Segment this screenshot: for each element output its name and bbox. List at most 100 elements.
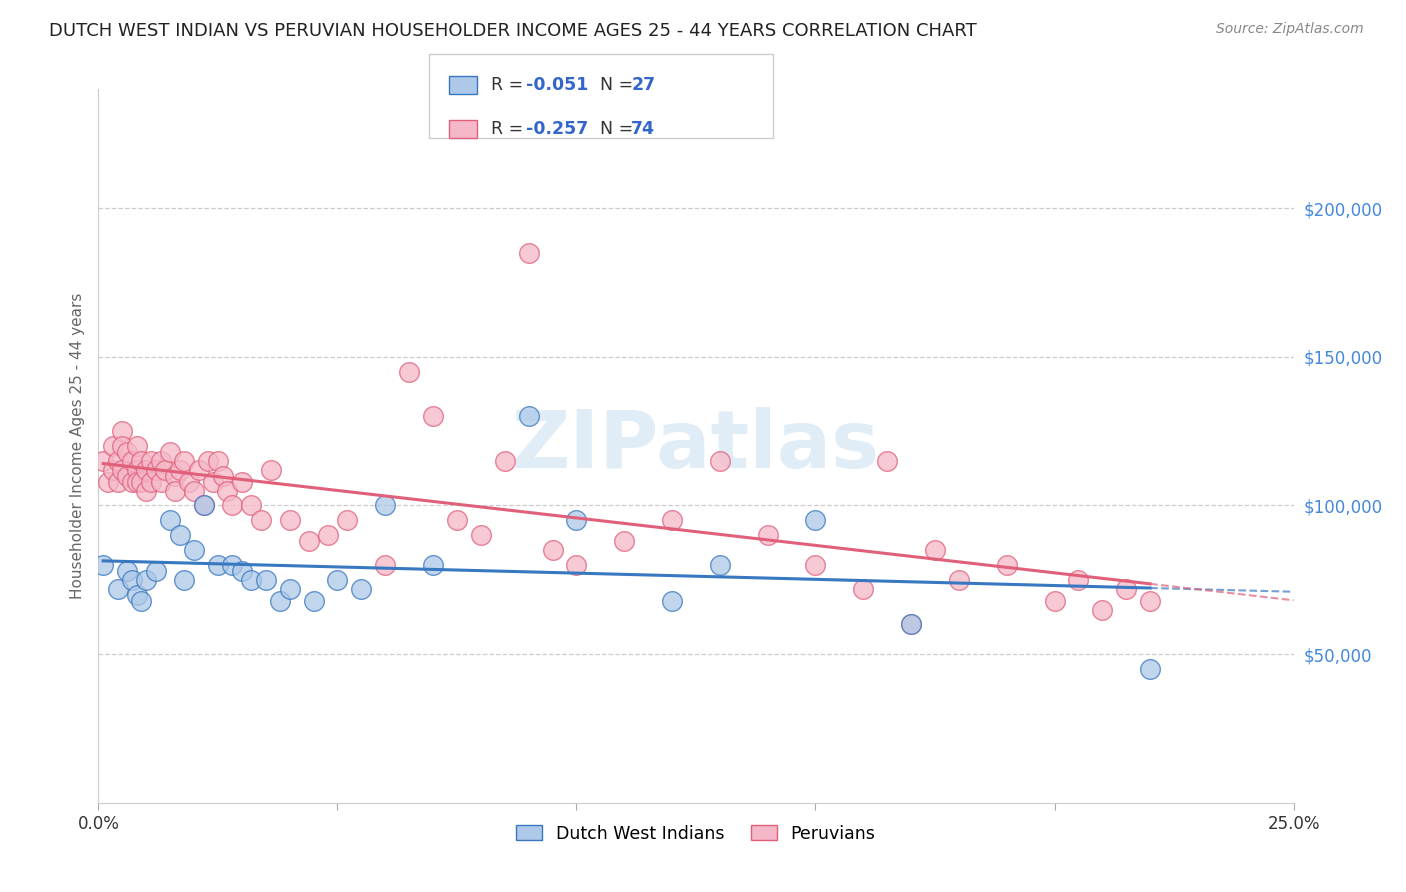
Point (111, 439, 134, 453)
Point (259, 463, 281, 477)
Point (316, 528, 339, 542)
Point (183, 543, 205, 558)
Point (107, 454, 129, 468)
Text: R =: R = (491, 120, 529, 138)
Text: DUTCH WEST INDIAN VS PERUVIAN HOUSEHOLDER INCOME AGES 25 - 44 YEARS CORRELATION : DUTCH WEST INDIAN VS PERUVIAN HOUSEHOLDE… (49, 22, 977, 40)
Point (924, 543, 946, 558)
Point (131, 593, 153, 607)
Point (193, 499, 215, 513)
Point (470, 528, 492, 542)
Y-axis label: Householder Income Ages 25 - 44 years: Householder Income Ages 25 - 44 years (69, 293, 84, 599)
Point (91, 454, 114, 468)
Point (1139, 593, 1161, 607)
Point (541, 543, 564, 558)
Point (135, 573, 157, 587)
Point (278, 582, 301, 596)
Point (517, 409, 540, 424)
Point (163, 468, 186, 483)
Point (145, 463, 167, 477)
Point (139, 454, 162, 468)
Point (145, 564, 167, 578)
Point (302, 593, 325, 607)
Point (115, 445, 138, 459)
Point (756, 528, 779, 542)
Point (876, 454, 898, 468)
Point (298, 534, 321, 549)
Point (326, 573, 349, 587)
Point (115, 468, 138, 483)
Point (948, 573, 970, 587)
Point (179, 475, 201, 489)
Point (121, 573, 143, 587)
Point (193, 499, 215, 513)
Point (107, 582, 129, 596)
Point (101, 463, 124, 477)
Point (269, 593, 291, 607)
Point (661, 593, 683, 607)
Point (169, 463, 191, 477)
Point (709, 558, 731, 572)
Point (446, 513, 468, 527)
Point (900, 617, 922, 632)
Point (91, 558, 114, 572)
Point (207, 454, 229, 468)
Point (240, 573, 263, 587)
Point (121, 454, 143, 468)
Point (149, 454, 172, 468)
Point (422, 409, 444, 424)
Point (131, 475, 153, 489)
Point (1091, 602, 1114, 616)
Point (155, 463, 177, 477)
Point (398, 365, 420, 379)
Point (336, 513, 359, 527)
Point (804, 513, 827, 527)
Point (278, 513, 301, 527)
Point (374, 558, 396, 572)
Text: 27: 27 (631, 76, 655, 94)
Point (211, 468, 233, 483)
Point (173, 454, 195, 468)
Point (1067, 573, 1090, 587)
Point (202, 475, 225, 489)
Point (197, 454, 219, 468)
Point (101, 439, 124, 453)
Text: -0.051: -0.051 (526, 76, 588, 94)
Point (852, 582, 875, 596)
Point (125, 463, 148, 477)
Point (121, 475, 143, 489)
Text: R =: R = (491, 76, 529, 94)
Point (1043, 593, 1066, 607)
Point (240, 499, 263, 513)
Point (494, 454, 516, 468)
Point (517, 245, 540, 260)
Point (159, 445, 181, 459)
Point (125, 475, 148, 489)
Text: -0.257: -0.257 (526, 120, 588, 138)
Point (111, 463, 134, 477)
Point (565, 558, 588, 572)
Point (709, 454, 731, 468)
Point (159, 513, 181, 527)
Point (1115, 582, 1137, 596)
Point (111, 424, 134, 438)
Point (374, 499, 396, 513)
Point (149, 475, 172, 489)
Point (613, 534, 636, 549)
Point (422, 558, 444, 572)
Point (995, 558, 1018, 572)
Point (173, 573, 195, 587)
Point (207, 558, 229, 572)
Text: 74: 74 (631, 120, 655, 138)
Point (169, 528, 191, 542)
Point (250, 513, 273, 527)
Point (183, 483, 205, 498)
Point (350, 582, 373, 596)
Point (221, 558, 243, 572)
Point (125, 588, 148, 602)
Text: N =: N = (589, 76, 638, 94)
Legend: Dutch West Indians, Peruvians: Dutch West Indians, Peruvians (508, 816, 884, 851)
Point (97, 475, 120, 489)
Point (804, 558, 827, 572)
Point (565, 513, 588, 527)
Point (661, 513, 683, 527)
